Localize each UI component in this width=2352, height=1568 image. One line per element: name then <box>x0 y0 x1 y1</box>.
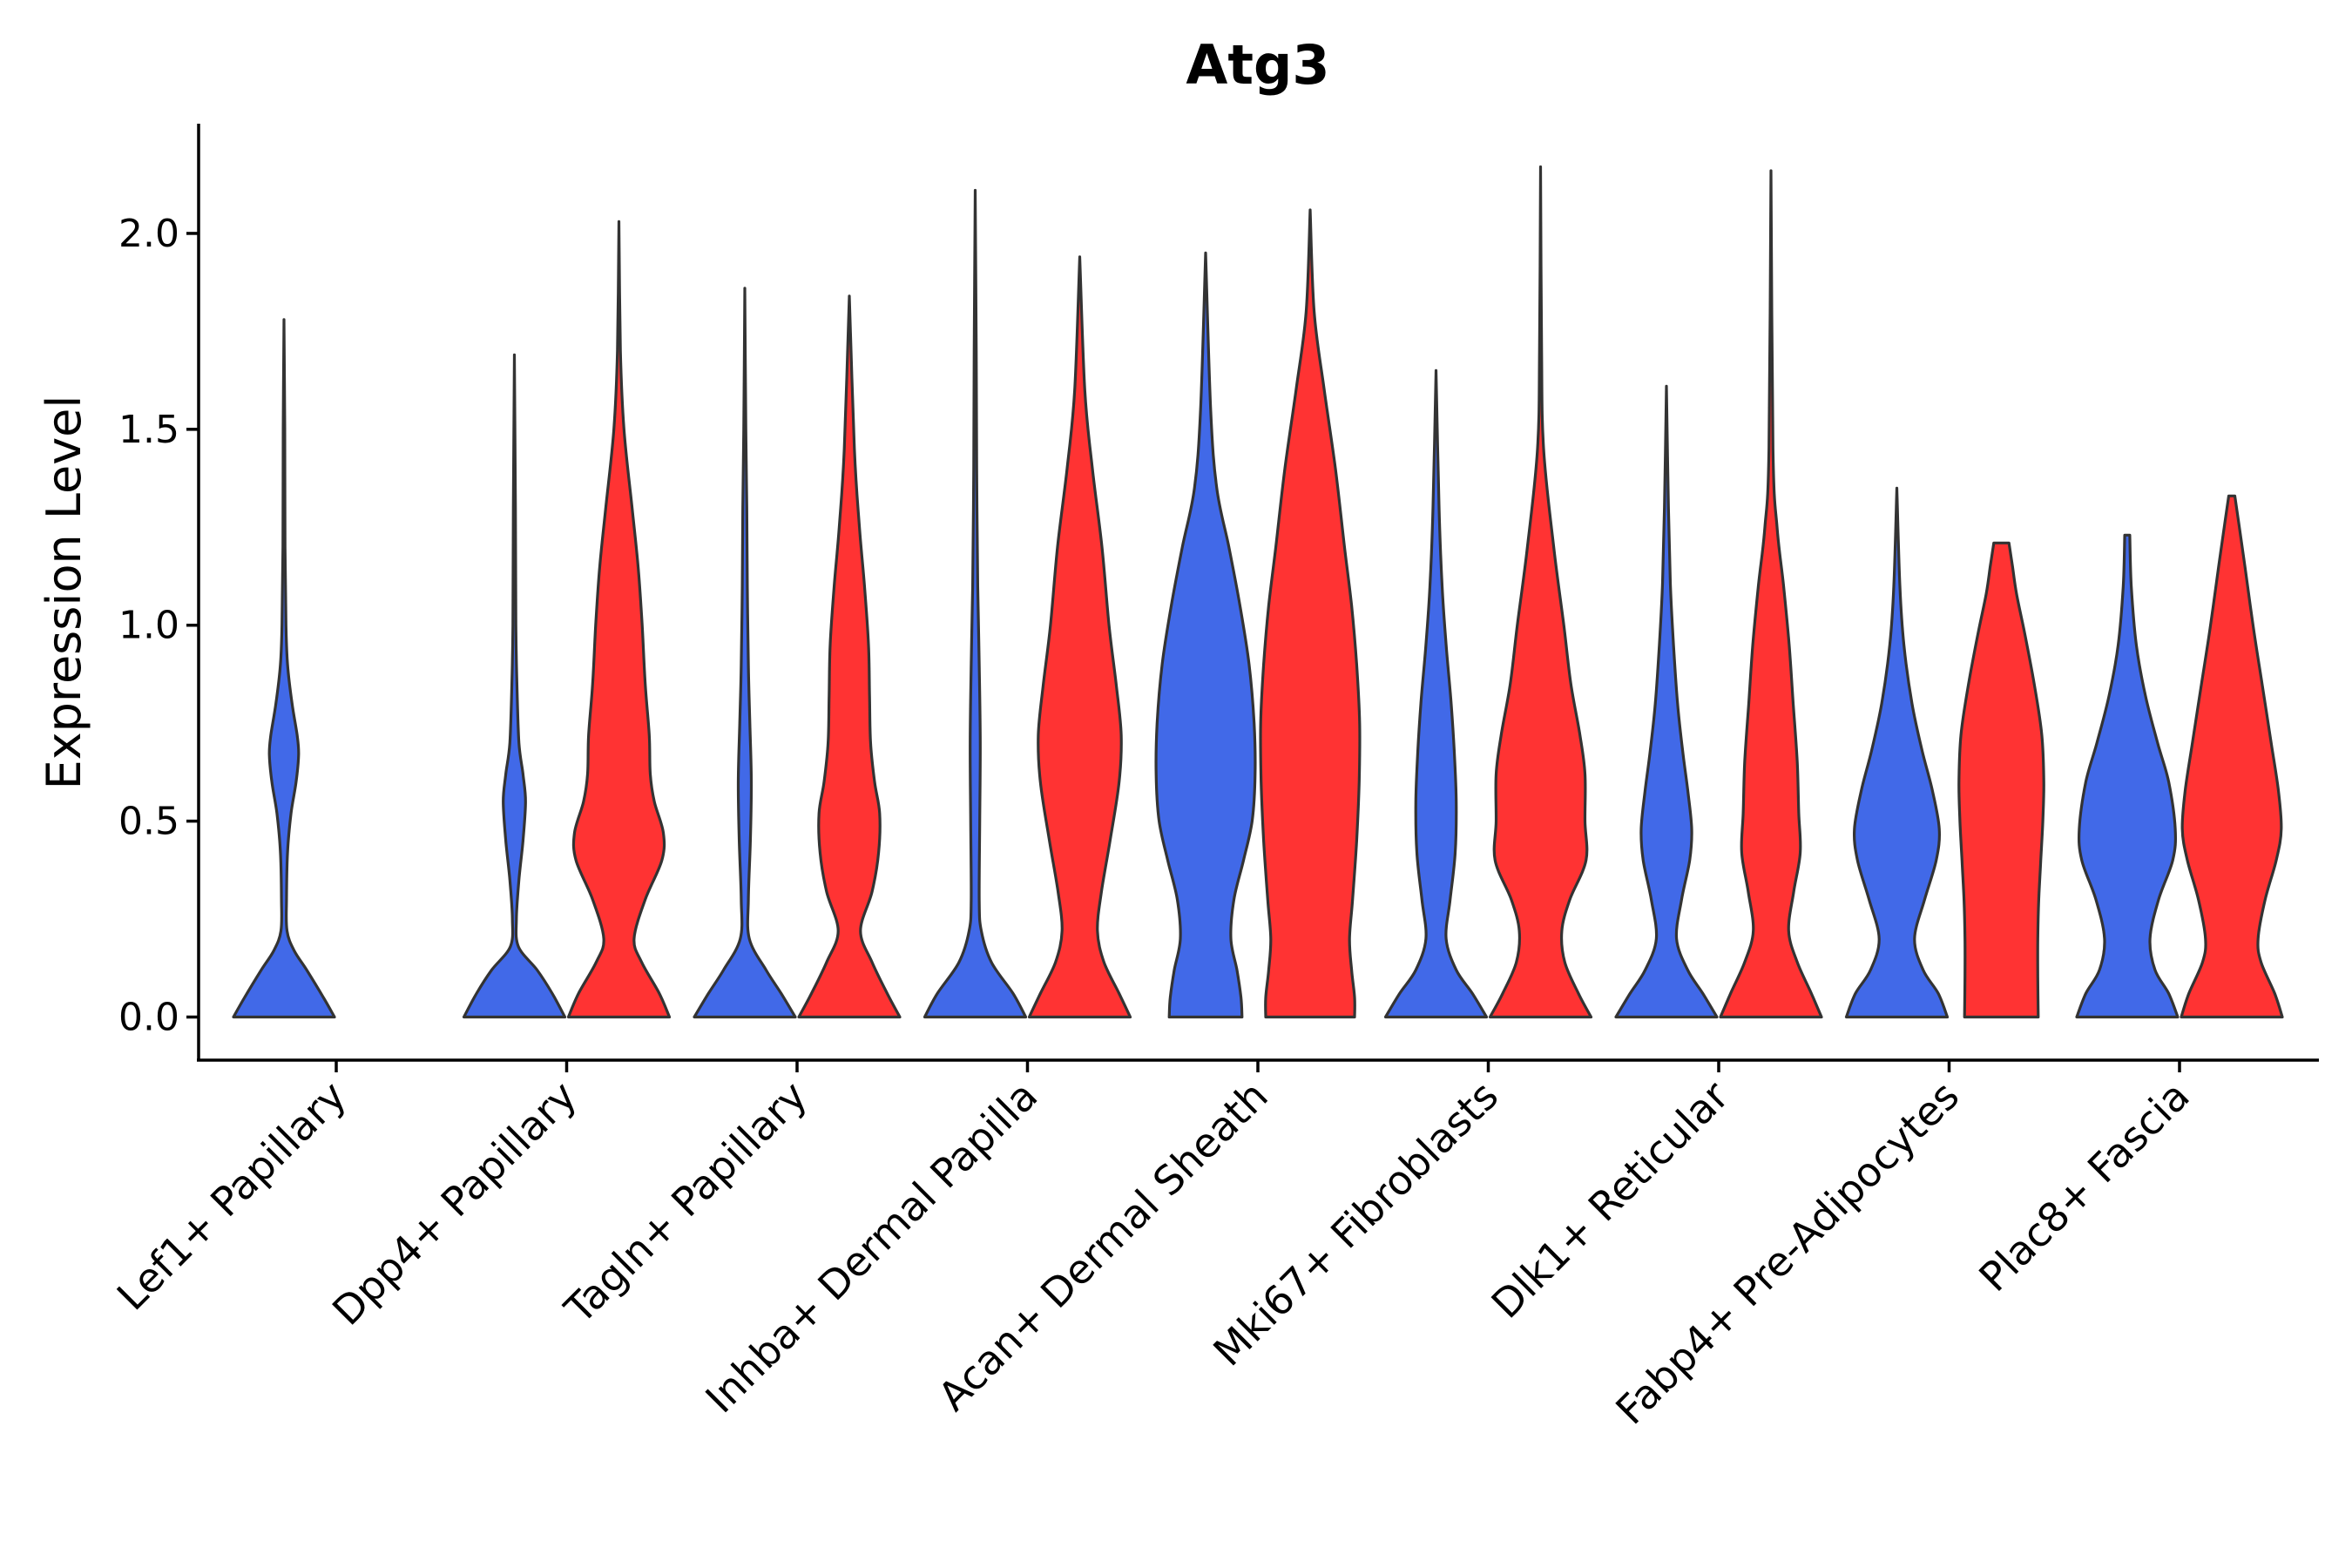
y-tick-label: 0.0 <box>118 996 179 1040</box>
violin-blue-6 <box>1614 384 1719 1019</box>
violin-blue-5 <box>1383 368 1489 1019</box>
violin-blue-3 <box>923 188 1028 1019</box>
chart-title: Atg3 <box>1186 33 1329 97</box>
y-tick-label: 0.5 <box>118 800 179 844</box>
violin-blue-1 <box>462 353 567 1019</box>
x-tick-label: Plac8+ Fascia <box>1970 1072 2198 1301</box>
violin-red-1 <box>566 220 672 1019</box>
x-tick-label: Lef1+ Papillary <box>108 1072 355 1320</box>
violin-red-2 <box>797 294 902 1019</box>
x-tick-label: Tagln+ Papillary <box>555 1072 816 1334</box>
violin-red-3 <box>1027 255 1132 1019</box>
x-tick-label: Dpp4+ Papillary <box>323 1072 585 1335</box>
violin-red-6 <box>1719 169 1823 1019</box>
violin-red-4 <box>1259 208 1362 1019</box>
y-axis-label: Expression Level <box>37 395 91 790</box>
violin-red-8 <box>2180 494 2284 1019</box>
violin-red-5 <box>1488 165 1593 1019</box>
violin-blue-8 <box>2075 533 2180 1019</box>
violin-blue-4 <box>1154 251 1257 1019</box>
violin-blue-2 <box>693 287 797 1019</box>
violin-red-7 <box>1957 541 2045 1019</box>
x-tick-label: Dlk1+ Reticular <box>1483 1072 1738 1328</box>
y-axis-ticks: 0.0 0.5 1.0 1.5 2.0 <box>118 212 199 1040</box>
y-tick-label: 1.0 <box>118 604 179 648</box>
y-tick-label: 2.0 <box>118 212 179 256</box>
violins-layer <box>232 165 2284 1019</box>
violin-blue-7 <box>1844 486 1950 1019</box>
y-tick-label: 1.5 <box>118 408 179 452</box>
violin-blue-0 <box>232 318 336 1019</box>
